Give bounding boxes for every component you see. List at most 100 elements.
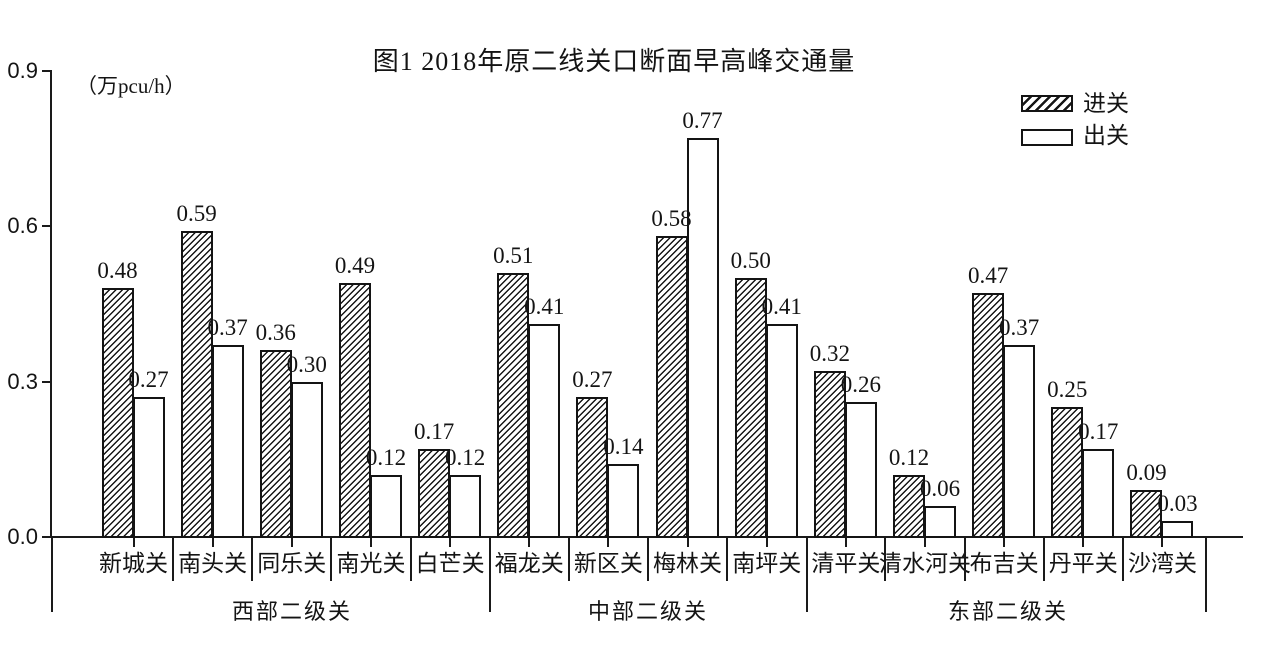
category-divider: [409, 538, 412, 581]
bar-value-label: 0.27: [128, 367, 169, 392]
bar-value-label: 0.77: [682, 108, 723, 133]
y-tick-label: 0.0: [7, 524, 38, 549]
bar-inbound: [576, 397, 609, 538]
bar-inbound: [497, 273, 530, 538]
bar-outbound: [924, 506, 956, 538]
bar-inbound: [259, 350, 292, 538]
group-label: 中部二级关: [587, 599, 708, 624]
bar-value-label: 0.37: [999, 315, 1040, 340]
bar-value-label: 0.36: [255, 320, 296, 345]
bar-value-label: 0.41: [524, 294, 565, 319]
group-divider: [805, 537, 808, 612]
bar-value-label: 0.12: [888, 445, 930, 470]
category-center-tick: [844, 538, 847, 547]
category-label: 南光关: [336, 551, 406, 576]
bar-value-label: 0.41: [761, 294, 802, 319]
category-label: 丹平关: [1048, 551, 1118, 576]
bar-outbound: [290, 382, 323, 538]
bar-value-label: 0.32: [809, 341, 850, 366]
bar-outbound: [449, 475, 482, 538]
group-label: 东部二级关: [947, 599, 1068, 624]
bar-inbound: [1130, 490, 1163, 538]
bar-outbound: [1082, 449, 1115, 538]
group-divider: [51, 537, 53, 612]
category-center-tick: [924, 538, 926, 547]
y-tick: [42, 380, 52, 383]
category-label: 福龙关: [494, 551, 564, 576]
y-tick-label: 0.6: [7, 213, 38, 239]
category-label: 清平关: [811, 551, 881, 576]
bar-outbound: [132, 397, 165, 538]
y-tick-label: 0.9: [7, 57, 38, 83]
category-center-tick: [607, 538, 610, 547]
category-divider: [1121, 538, 1124, 581]
bar-outbound: [1161, 521, 1194, 538]
y-tick: [42, 69, 52, 72]
category-divider: [1042, 538, 1045, 581]
category-center-tick: [449, 538, 452, 547]
bar-value-label: 0.58: [651, 206, 692, 231]
bar-outbound: [1003, 345, 1036, 538]
bar-value-label: 0.26: [840, 372, 881, 397]
category-label: 布吉关: [969, 551, 1039, 576]
bar-outbound: [211, 345, 244, 538]
legend-swatch-outbound: [1021, 129, 1073, 146]
bar-value-label: 0.17: [1078, 419, 1119, 444]
bar-value-label: 0.59: [176, 201, 217, 226]
category-divider: [251, 538, 254, 581]
category-center-tick: [1082, 538, 1085, 547]
bar-value-label: 0.50: [730, 248, 771, 273]
bar-inbound: [418, 449, 451, 538]
category-label: 新区关: [573, 551, 643, 576]
bar-outbound: [765, 324, 798, 538]
bar-outbound: [369, 475, 402, 538]
y-axis-unit-label: （万pcu/h）: [76, 74, 186, 98]
bar-inbound: [655, 236, 688, 538]
bar-value-label: 0.14: [603, 434, 644, 459]
category-label: 新城关: [99, 551, 168, 576]
bar-value-label: 0.27: [572, 367, 613, 392]
bar-value-label: 0.12: [444, 445, 486, 470]
bar-value-label: 0.12: [365, 445, 407, 470]
chart-title: 图1 2018年原二线关口断面早高峰交通量: [372, 47, 856, 76]
category-divider: [330, 538, 333, 581]
bar-value-label: 0.51: [493, 243, 534, 268]
group-divider: [488, 537, 491, 612]
bar-outbound: [528, 324, 561, 538]
bar-outbound: [686, 138, 719, 538]
bar-outbound: [607, 464, 640, 538]
category-label: 南头关: [178, 551, 248, 576]
bar-value-label: 0.48: [97, 258, 138, 283]
group-divider: [1205, 537, 1207, 612]
bar-value-label: 0.03: [1157, 491, 1198, 516]
bar-value-label: 0.30: [286, 352, 327, 377]
bar-value-label: 0.37: [207, 315, 248, 340]
y-axis-line: [50, 70, 52, 538]
bar-value-label: 0.49: [334, 253, 376, 278]
category-divider: [646, 538, 649, 581]
bar-inbound: [180, 231, 213, 538]
bar-inbound: [734, 278, 767, 538]
category-center-tick: [765, 538, 768, 547]
legend-swatch-inbound: [1021, 95, 1073, 112]
category-center-tick: [132, 538, 135, 547]
category-label: 白芒关: [415, 551, 485, 576]
category-label: 沙湾关: [1127, 551, 1197, 576]
category-center-tick: [686, 538, 689, 547]
category-label: 南坪关: [732, 551, 802, 576]
bar-inbound: [101, 288, 134, 538]
y-tick-label: 0.3: [7, 368, 38, 394]
bar-inbound: [338, 283, 371, 538]
legend-label-outbound: 出关: [1083, 123, 1129, 148]
category-center-tick: [290, 538, 293, 547]
bar-value-label: 0.09: [1126, 460, 1167, 485]
bar-value-label: 0.25: [1047, 377, 1088, 402]
category-label: 同乐关: [257, 551, 327, 576]
category-center-tick: [1161, 538, 1164, 547]
bar-value-label: 0.17: [413, 419, 455, 444]
category-divider: [726, 538, 729, 581]
bar-outbound: [844, 402, 877, 538]
category-divider: [963, 538, 966, 581]
y-tick: [42, 225, 52, 228]
